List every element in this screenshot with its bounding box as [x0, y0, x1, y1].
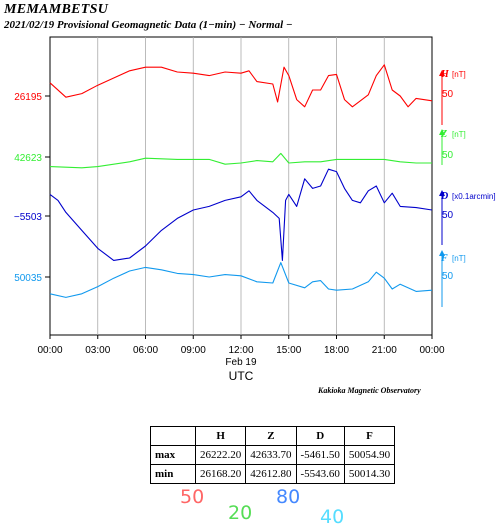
stats-header-d: D	[295, 426, 345, 446]
series-unit-z: [nT]	[452, 130, 466, 139]
observatory-credit: Kakioka Magnetic Observatory	[318, 386, 421, 395]
magnetogram-chart: 00:00 03:00 06:00 09:00 12:00 15:00 18:00 21:00…	[14, 36, 496, 383]
series-line-z	[49, 152, 432, 169]
stats-cell: -5461.50	[295, 445, 345, 465]
stats-cell: 42633.70	[245, 445, 297, 465]
stats-row-label: min	[150, 464, 196, 484]
x-tick-label: 21:00	[372, 345, 397, 356]
series-scale-z: 50	[442, 150, 454, 161]
stats-cell: 26222.20	[194, 445, 247, 465]
handwritten-number: 80	[276, 486, 301, 508]
x-tick-label: 00:00	[37, 345, 62, 356]
x-tick-label: 15:00	[276, 345, 301, 356]
stats-cell: 50014.30	[343, 464, 396, 484]
series-line-h	[49, 64, 433, 108]
chart-subtitle: 2021/02/19 Provisional Geomagnetic Data …	[4, 19, 293, 31]
stats-row-min: min 26168.20 42612.80 -5543.60 50014.30	[150, 464, 396, 484]
x-tick-label: 06:00	[133, 345, 158, 356]
baseline-label-h: 26195	[14, 92, 42, 103]
stats-corner	[150, 426, 196, 446]
date-label: Feb 19	[225, 357, 257, 368]
stats-header-f: F	[343, 426, 396, 446]
scale-arrowhead	[439, 129, 445, 135]
stats-row-max: max 26222.20 42633.70 -5461.50 50054.90	[150, 445, 396, 465]
stats-cell: 42612.80	[245, 464, 297, 484]
series-name-h: H	[440, 69, 450, 80]
series-line-d	[49, 168, 433, 261]
series-line-f	[49, 262, 433, 298]
stats-row-label: max	[150, 445, 196, 465]
handwritten-number: 50	[180, 486, 205, 508]
series-unit-h: [nT]	[452, 70, 466, 79]
scale-arrowhead	[439, 190, 445, 196]
stats-cell: -5543.60	[295, 464, 345, 484]
series-name-z: Z	[440, 129, 447, 140]
baseline-label-d: −5503	[14, 212, 43, 223]
series-name-d: D	[440, 191, 448, 202]
stats-header-z: Z	[245, 426, 297, 446]
handwritten-number: 20	[228, 502, 253, 524]
stats-cell: 26168.20	[194, 464, 247, 484]
x-tick-label: 00:00	[419, 345, 444, 356]
stats-table: H Z D F max 26222.20 42633.70 -5461.50 5…	[150, 426, 396, 484]
series-scale-h: 50	[442, 89, 454, 100]
station-title: MEMAMBETSU	[4, 2, 109, 17]
scale-arrowhead	[439, 250, 445, 256]
baseline-label-z: 42623	[14, 153, 42, 164]
series-scale-d: 50	[442, 210, 454, 221]
series-unit-d: [x0.1arcmin]	[452, 192, 496, 201]
baseline-label-f: 50035	[14, 273, 42, 284]
x-tick-label: 18:00	[324, 345, 349, 356]
series-unit-f: [nT]	[452, 254, 466, 263]
series-name-f: F	[440, 253, 448, 264]
x-tick-label: 03:00	[85, 345, 110, 356]
stats-header-h: H	[194, 426, 247, 446]
scale-arrowhead	[439, 70, 445, 76]
x-axis-label: UTC	[229, 369, 254, 383]
x-tick-label: 09:00	[181, 345, 206, 356]
handwritten-number: 40	[320, 506, 345, 528]
x-tick-label: 12:00	[228, 345, 253, 356]
stats-cell: 50054.90	[343, 445, 396, 465]
series-scale-f: 50	[442, 271, 454, 282]
stats-header-row: H Z D F	[150, 426, 396, 446]
